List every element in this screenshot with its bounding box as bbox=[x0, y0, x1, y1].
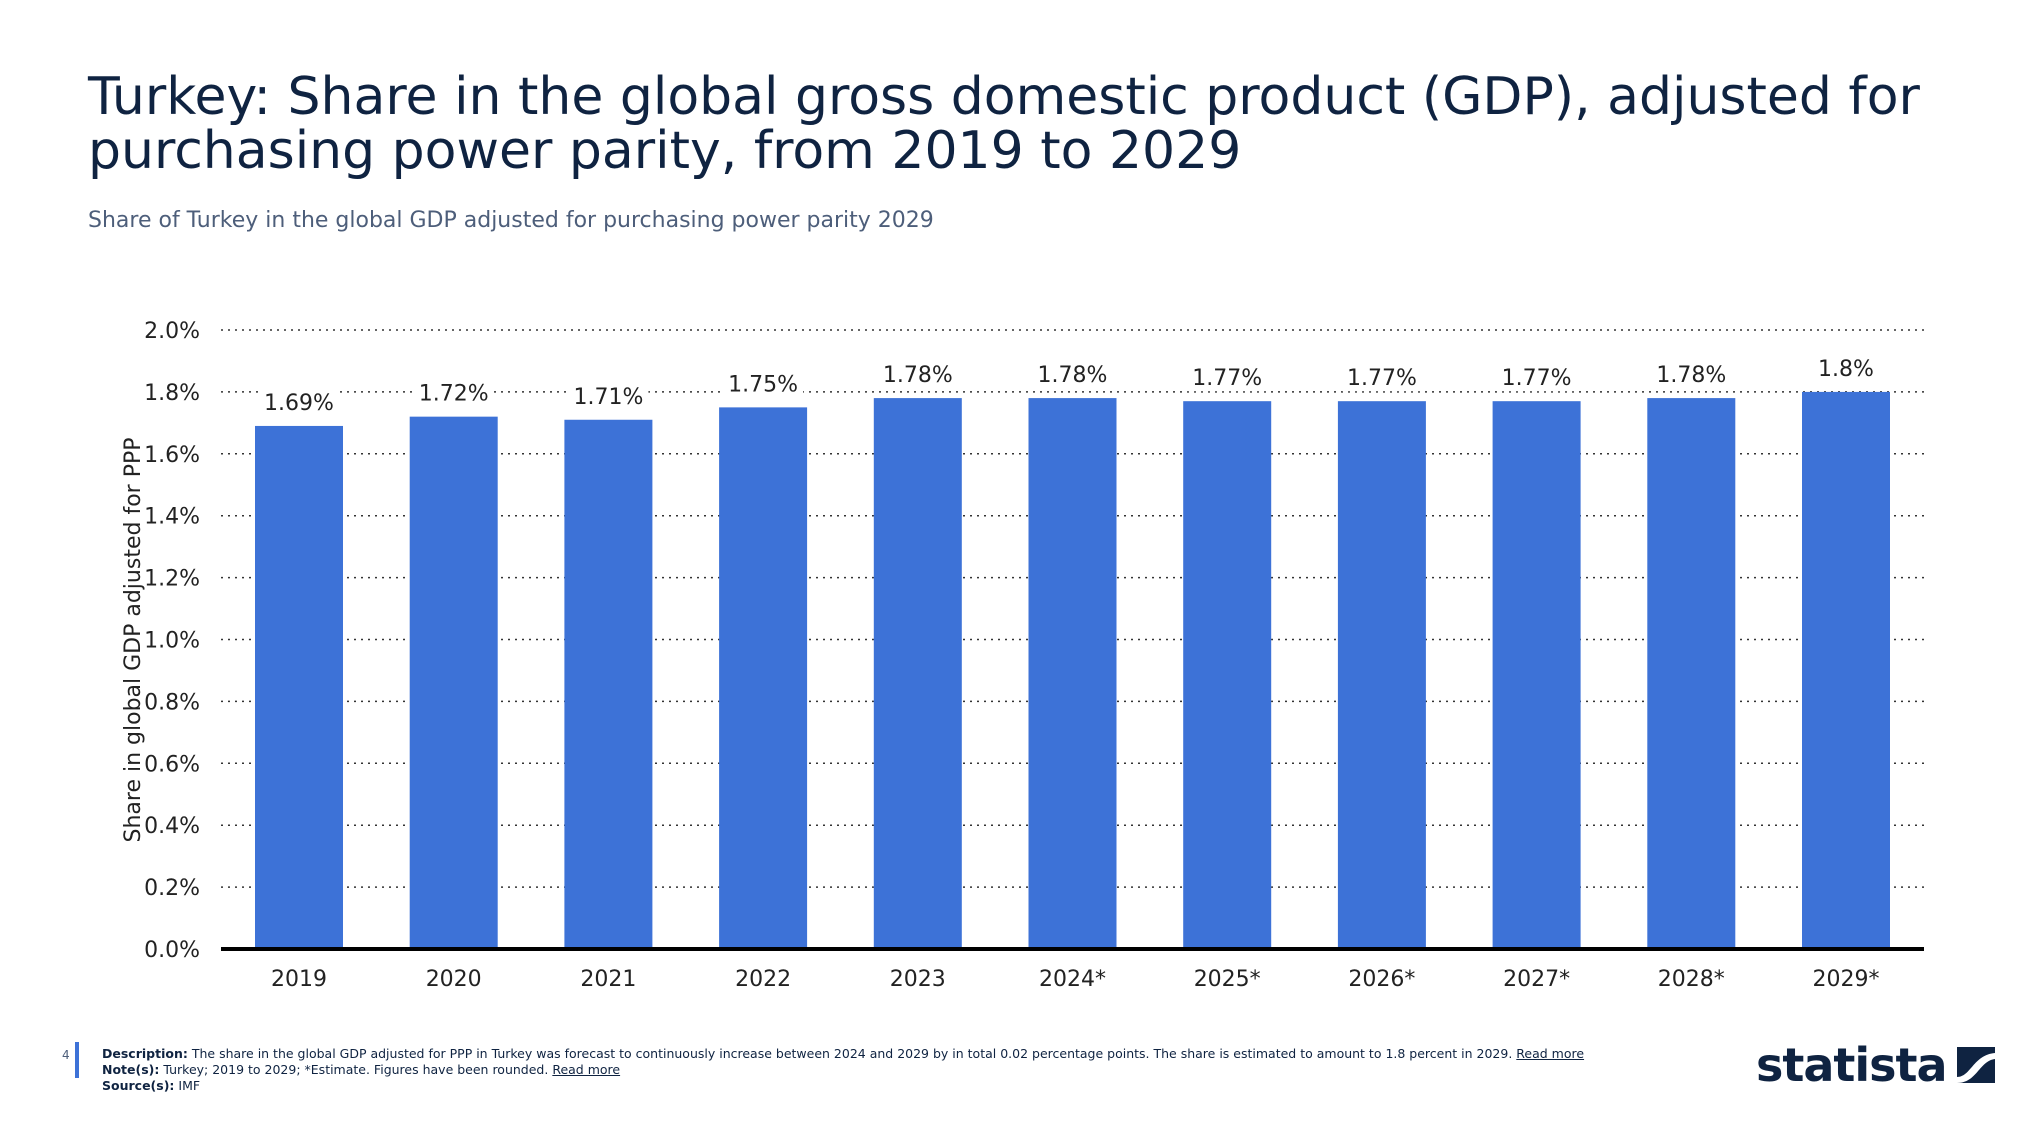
y-tick-label: 0.8% bbox=[144, 690, 200, 715]
data-label: 1.77% bbox=[1347, 366, 1417, 391]
data-label: 1.78% bbox=[883, 363, 953, 388]
data-label: 1.75% bbox=[728, 372, 798, 397]
notes-read-more-link[interactable]: Read more bbox=[552, 1062, 621, 1077]
data-label: 1.69% bbox=[264, 391, 334, 416]
x-tick-label: 2024* bbox=[1039, 967, 1106, 992]
chart-title: Turkey: Share in the global gross domest… bbox=[88, 67, 1920, 181]
y-tick-label: 1.4% bbox=[144, 505, 200, 530]
data-label-bg bbox=[413, 378, 494, 407]
y-axis-title: Share in global GDP adjusted for PPP bbox=[121, 438, 146, 843]
logo-text: statista bbox=[1756, 1038, 1948, 1092]
y-tick-label: 1.6% bbox=[144, 443, 200, 468]
page-number: 4 bbox=[62, 1048, 70, 1062]
y-tick-label: 0.2% bbox=[144, 876, 200, 901]
y-tick-label: 2.0% bbox=[144, 319, 200, 344]
bar[interactable] bbox=[564, 419, 653, 949]
bar[interactable] bbox=[1492, 401, 1581, 949]
bar[interactable] bbox=[1028, 398, 1117, 950]
x-tick-label: 2021 bbox=[580, 967, 636, 992]
notes-text: Turkey; 2019 to 2029; *Estimate. Figures… bbox=[163, 1062, 549, 1077]
notes-label: Note(s): bbox=[102, 1062, 160, 1077]
data-label: 1.72% bbox=[419, 382, 489, 407]
data-label: 1.71% bbox=[573, 385, 643, 410]
data-label-bg bbox=[877, 360, 958, 389]
bar[interactable] bbox=[873, 398, 962, 950]
data-label-bg bbox=[1806, 353, 1886, 382]
description-label: Description: bbox=[102, 1046, 188, 1061]
data-label-bg bbox=[568, 381, 649, 410]
x-tick-label: 2027* bbox=[1503, 967, 1570, 992]
chart-subtitle: Share of Turkey in the global GDP adjust… bbox=[88, 208, 934, 233]
y-tick-label: 1.0% bbox=[144, 629, 200, 654]
y-tick-label: 1.8% bbox=[144, 381, 200, 406]
data-label-bg bbox=[1651, 360, 1732, 389]
x-tick-label: 2025* bbox=[1194, 967, 1261, 992]
data-label: 1.78% bbox=[1038, 363, 1108, 388]
footer-accent-bar bbox=[75, 1042, 79, 1078]
data-label-bg bbox=[1496, 363, 1577, 392]
x-tick-label: 2022 bbox=[735, 967, 791, 992]
data-label: 1.77% bbox=[1192, 366, 1262, 391]
bar[interactable] bbox=[1183, 401, 1272, 949]
data-label: 1.78% bbox=[1656, 363, 1726, 388]
bar[interactable] bbox=[1802, 391, 1890, 949]
bar-chart: 0.0% 0.2% 0.4% 0.6% 0.8% 1.0% 1.2% 1.4% 1.6% 1.8%… bbox=[121, 319, 1924, 992]
statista-logo-icon bbox=[1956, 1047, 1995, 1083]
sources-label: Source(s): bbox=[102, 1078, 175, 1093]
bar[interactable] bbox=[255, 425, 343, 949]
bar[interactable] bbox=[1647, 398, 1736, 950]
bar[interactable] bbox=[409, 416, 498, 949]
y-tick-label: 0.6% bbox=[144, 752, 200, 777]
y-tick-label: 0.4% bbox=[144, 814, 200, 839]
y-tick-label: 1.2% bbox=[144, 567, 200, 592]
data-label-bg bbox=[723, 369, 804, 398]
data-label-bg bbox=[1187, 363, 1268, 392]
data-label-bg bbox=[1341, 363, 1422, 392]
data-label: 1.8% bbox=[1818, 357, 1874, 382]
description-read-more-link[interactable]: Read more bbox=[1516, 1046, 1585, 1061]
x-tick-label: 2029* bbox=[1813, 967, 1880, 992]
x-tick-label: 2019 bbox=[271, 967, 327, 992]
data-label-bg bbox=[259, 387, 339, 416]
statista-logo: statista bbox=[1756, 1038, 1995, 1092]
y-tick-label: 0.0% bbox=[144, 938, 200, 963]
x-tick-label: 2020 bbox=[426, 967, 482, 992]
footer-notes: Description: The share in the global GDP… bbox=[102, 1046, 1584, 1094]
sources-text: IMF bbox=[178, 1078, 201, 1093]
bar[interactable] bbox=[719, 407, 808, 949]
bar[interactable] bbox=[1337, 401, 1426, 949]
x-tick-label: 2026* bbox=[1348, 967, 1415, 992]
description-text: The share in the global GDP adjusted for… bbox=[191, 1046, 1513, 1061]
x-tick-label: 2023 bbox=[890, 967, 946, 992]
x-tick-label: 2028* bbox=[1658, 967, 1725, 992]
data-label-bg bbox=[1032, 360, 1113, 389]
data-label: 1.77% bbox=[1502, 366, 1572, 391]
